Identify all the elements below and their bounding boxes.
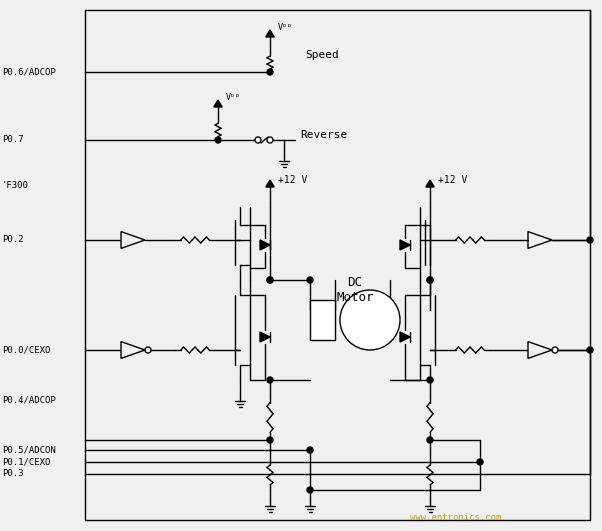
Polygon shape xyxy=(426,180,434,187)
Circle shape xyxy=(267,277,273,283)
Polygon shape xyxy=(266,180,274,187)
Polygon shape xyxy=(214,100,222,107)
Text: P0.3: P0.3 xyxy=(2,469,23,478)
Circle shape xyxy=(145,347,151,353)
Circle shape xyxy=(267,437,273,443)
Circle shape xyxy=(427,377,433,383)
Text: Vᴰᴰ: Vᴰᴰ xyxy=(278,23,293,32)
Polygon shape xyxy=(260,240,270,250)
Circle shape xyxy=(427,277,433,283)
Text: www.entronics.com: www.entronics.com xyxy=(410,513,501,523)
Polygon shape xyxy=(260,332,270,342)
Circle shape xyxy=(215,137,221,143)
Text: P0.5/ADCON: P0.5/ADCON xyxy=(2,446,56,455)
Circle shape xyxy=(427,437,433,443)
Text: P0.7: P0.7 xyxy=(2,135,23,144)
Text: +12 V: +12 V xyxy=(278,175,308,185)
Circle shape xyxy=(255,137,261,143)
Circle shape xyxy=(307,277,313,283)
Circle shape xyxy=(340,290,400,350)
Text: P0.1/CEXO: P0.1/CEXO xyxy=(2,458,51,467)
Text: P0.0/CEXO: P0.0/CEXO xyxy=(2,346,51,355)
Text: P0.2: P0.2 xyxy=(2,236,23,244)
Polygon shape xyxy=(400,332,410,342)
Circle shape xyxy=(477,459,483,465)
Circle shape xyxy=(267,277,273,283)
Bar xyxy=(310,300,335,340)
Circle shape xyxy=(587,237,593,243)
Text: +12 V: +12 V xyxy=(438,175,467,185)
Circle shape xyxy=(552,347,558,353)
Circle shape xyxy=(267,137,273,143)
Text: Speed: Speed xyxy=(305,50,339,60)
Polygon shape xyxy=(266,30,274,37)
Circle shape xyxy=(267,377,273,383)
Circle shape xyxy=(267,69,273,75)
Text: DC
Motor: DC Motor xyxy=(337,276,374,304)
Text: 'F300: 'F300 xyxy=(2,181,29,190)
Circle shape xyxy=(307,487,313,493)
Text: P0.4/ADCOP: P0.4/ADCOP xyxy=(2,396,56,405)
Text: Reverse: Reverse xyxy=(300,130,347,140)
Circle shape xyxy=(427,277,433,283)
Text: P0.6/ADCOP: P0.6/ADCOP xyxy=(2,67,56,76)
Text: Vᴰᴰ: Vᴰᴰ xyxy=(226,93,241,102)
Circle shape xyxy=(587,347,593,353)
Circle shape xyxy=(307,447,313,453)
Polygon shape xyxy=(400,240,410,250)
